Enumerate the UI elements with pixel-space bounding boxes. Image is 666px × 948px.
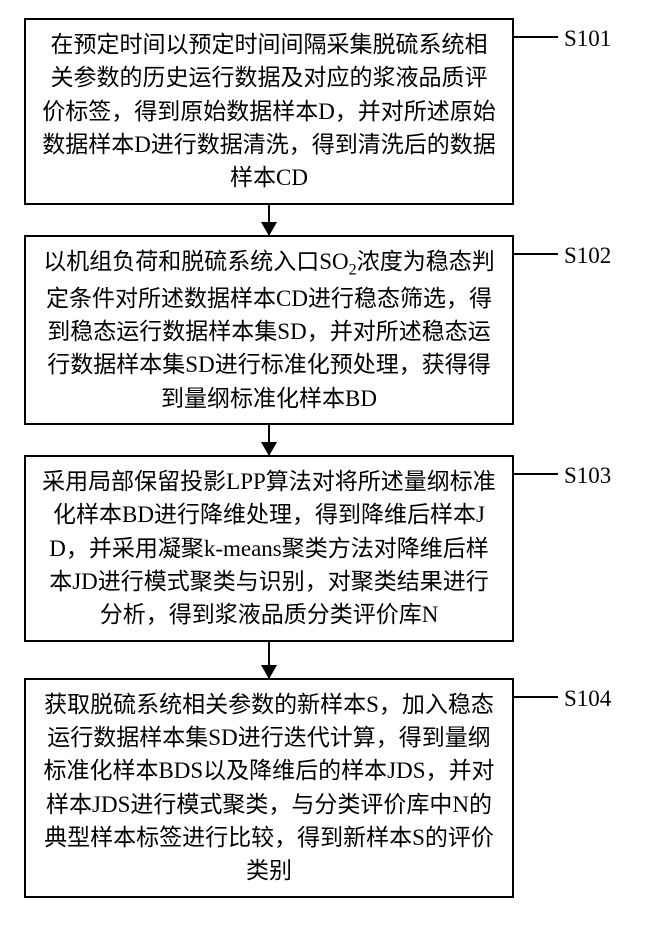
arrow-S102 — [24, 425, 514, 455]
step-box-S104: 获取脱硫系统相关参数的新样本S，加入稳态运行数据样本集SD进行迭代计算，得到量纲… — [24, 678, 514, 898]
leader-line — [514, 24, 558, 38]
leader-line — [514, 684, 558, 698]
leader-line — [514, 461, 558, 475]
step-row-S102: 以机组负荷和脱硫系统入口SO2浓度为稳态判定条件对所述数据样本CD进行稳态筛选，… — [24, 235, 644, 425]
step-row-S104: 获取脱硫系统相关参数的新样本S，加入稳态运行数据样本集SD进行迭代计算，得到量纲… — [24, 678, 644, 898]
step-label-wrap-S102: S102 — [514, 235, 611, 269]
step-label-wrap-S104: S104 — [514, 678, 611, 712]
arrow-line — [268, 642, 270, 678]
step-box-S103: 采用局部保留投影LPP算法对将所述量纲标准化样本BD进行降维处理，得到降维后样本… — [24, 455, 514, 642]
leader-line — [514, 241, 558, 255]
step-row-S103: 采用局部保留投影LPP算法对将所述量纲标准化样本BD进行降维处理，得到降维后样本… — [24, 455, 644, 642]
step-box-S101: 在预定时间以预定时间间隔采集脱硫系统相关参数的历史运行数据及对应的浆液品质评价标… — [24, 18, 514, 205]
step-label-S103: S103 — [558, 463, 611, 489]
arrow-S101 — [24, 205, 514, 235]
step-label-wrap-S101: S101 — [514, 18, 611, 52]
flowchart: 在预定时间以预定时间间隔采集脱硫系统相关参数的历史运行数据及对应的浆液品质评价标… — [24, 18, 644, 898]
step-label-wrap-S103: S103 — [514, 455, 611, 489]
step-label-S101: S101 — [558, 26, 611, 52]
arrow-S103 — [24, 642, 514, 678]
step-box-S102: 以机组负荷和脱硫系统入口SO2浓度为稳态判定条件对所述数据样本CD进行稳态筛选，… — [24, 235, 514, 425]
step-row-S101: 在预定时间以预定时间间隔采集脱硫系统相关参数的历史运行数据及对应的浆液品质评价标… — [24, 18, 644, 205]
arrow-line — [268, 425, 270, 455]
step-label-S104: S104 — [558, 686, 611, 712]
step-label-S102: S102 — [558, 243, 611, 269]
arrow-line — [268, 205, 270, 235]
